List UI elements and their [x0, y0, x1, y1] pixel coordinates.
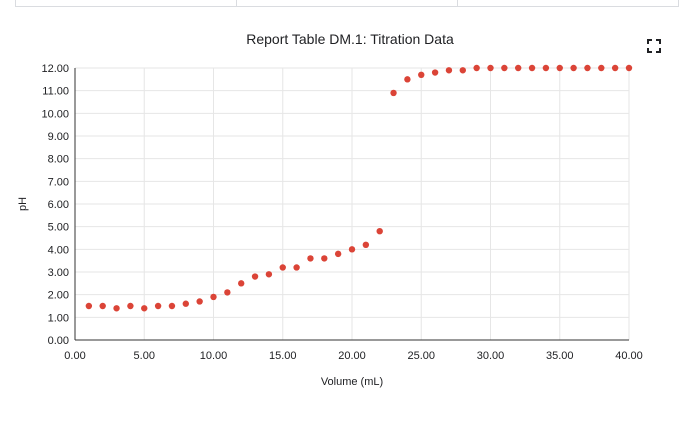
y-tick-label: 1.00: [48, 312, 69, 324]
fullscreen-button[interactable]: [646, 38, 662, 54]
data-point: [99, 302, 106, 310]
data-point: [334, 250, 342, 258]
y-tick-label: 3.00: [48, 267, 69, 279]
data-point: [196, 298, 203, 305]
data-point: [473, 64, 480, 72]
chart-title: Report Table DM.1: Titration Data: [246, 31, 454, 47]
data-point: [362, 241, 370, 248]
data-point: [390, 89, 397, 97]
data-point: [487, 64, 494, 72]
fullscreen-icon: [647, 39, 661, 53]
data-point: [515, 64, 522, 72]
data-point: [431, 69, 439, 76]
data-point: [307, 255, 314, 262]
data-point: [584, 64, 591, 72]
data-point: [182, 300, 189, 307]
x-tick-label: 40.00: [615, 350, 643, 362]
data-points: [85, 64, 633, 312]
data-point: [528, 64, 536, 72]
x-tick-label: 0.00: [64, 350, 85, 362]
x-tick-label: 20.00: [338, 350, 366, 362]
data-point: [251, 273, 259, 280]
data-point: [113, 305, 120, 312]
y-tick-label: 4.00: [48, 244, 69, 256]
tick-labels: 0.00 1.00 2.00 3.00 4.00 5.00 6.00 7.00 8.00 9.00…: [41, 63, 642, 362]
x-tick-label: 10.00: [200, 350, 228, 362]
y-tick-label: 8.00: [48, 154, 69, 166]
data-point: [210, 293, 217, 301]
axes: [74, 68, 629, 341]
y-tick-label: 0.00: [48, 335, 69, 347]
data-point: [348, 246, 356, 253]
data-point: [404, 76, 411, 83]
x-tick-label: 25.00: [407, 350, 435, 362]
data-point: [556, 64, 563, 72]
data-point: [542, 64, 550, 72]
sheet-cell: [457, 0, 679, 7]
data-point: [265, 271, 273, 278]
data-point: [376, 228, 383, 235]
data-point: [418, 71, 425, 79]
data-point: [85, 302, 93, 310]
y-tick-label: 10.00: [41, 108, 69, 120]
data-point: [598, 64, 605, 72]
grid-lines: [75, 67, 630, 340]
y-axis-title: pH: [17, 197, 29, 211]
x-tick-label: 5.00: [134, 350, 155, 362]
data-point: [279, 264, 286, 271]
data-point: [154, 302, 162, 310]
y-tick-label: 2.00: [48, 290, 69, 302]
y-tick-label: 9.00: [48, 131, 69, 143]
data-point: [127, 302, 134, 310]
data-point: [570, 64, 577, 72]
data-point: [611, 64, 619, 72]
x-tick-label: 30.00: [477, 350, 505, 362]
y-tick-label: 5.00: [48, 222, 69, 234]
data-point: [501, 64, 508, 72]
data-point: [625, 64, 633, 72]
data-point: [224, 289, 231, 296]
y-tick-label: 6.00: [48, 199, 69, 211]
data-point: [321, 255, 328, 262]
data-point: [459, 67, 466, 74]
data-point: [238, 280, 245, 287]
data-point: [141, 305, 148, 312]
data-point: [168, 302, 176, 310]
x-tick-label: 35.00: [546, 350, 574, 362]
data-point: [293, 264, 300, 271]
y-tick-label: 7.00: [48, 176, 69, 188]
data-point: [445, 67, 453, 74]
x-tick-label: 15.00: [269, 350, 297, 362]
y-tick-label: 11.00: [42, 86, 69, 98]
y-tick-label: 12.00: [41, 63, 69, 75]
x-axis-title: Volume (mL): [321, 376, 383, 388]
